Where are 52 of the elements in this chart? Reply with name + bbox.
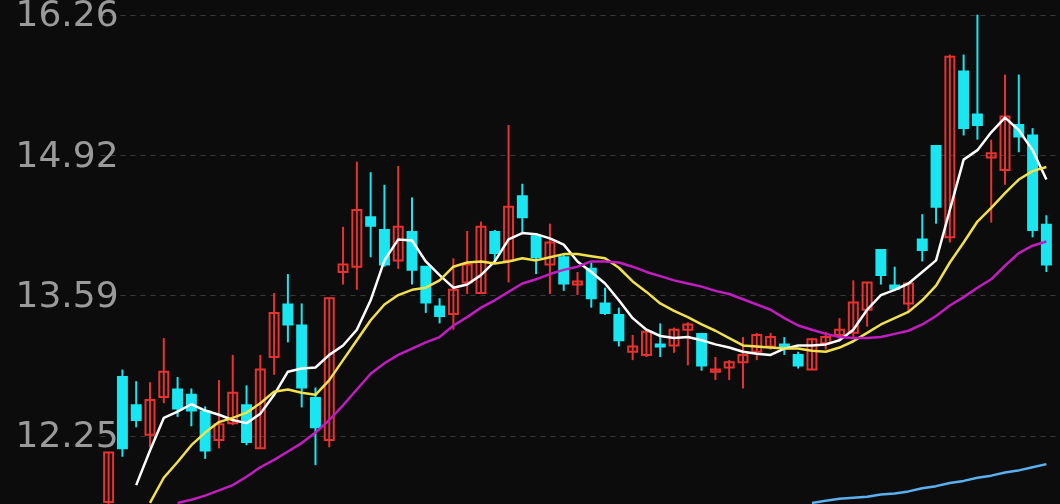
candlestick: [751, 331, 763, 362]
candlestick: [668, 326, 680, 354]
candlestick: [599, 286, 611, 316]
candlestick: [365, 171, 377, 259]
candlestick: [627, 333, 639, 362]
candlestick: [682, 321, 694, 367]
candlestick: [268, 291, 280, 376]
candlestick: [475, 220, 487, 294]
candlestick: [144, 381, 156, 449]
line-series: [148, 165, 1048, 504]
candlestick: [503, 123, 515, 284]
candlestick: [213, 379, 225, 450]
y-tick-label: 16.26: [15, 0, 119, 35]
candlestick: [461, 230, 473, 295]
candlestick: [709, 356, 721, 382]
candlestick: [434, 297, 446, 325]
y-tick-label: 13.59: [15, 273, 119, 315]
candlestick: [392, 164, 404, 270]
candlestick: [158, 337, 170, 405]
candlestick: [544, 222, 556, 295]
candlestick: [227, 353, 239, 427]
candlestick: [516, 182, 528, 235]
candlestick: [530, 235, 542, 276]
line-series: [134, 116, 1048, 487]
candlestick: [806, 337, 818, 371]
candlestick: [654, 322, 666, 358]
candlestick: [282, 273, 294, 344]
candlestick: [351, 160, 363, 291]
candlestick: [834, 317, 845, 342]
candlestick: [737, 336, 749, 390]
line-series: [176, 240, 1048, 504]
candlestick: [323, 297, 335, 449]
candlestick: [172, 375, 184, 418]
y-tick-label: 14.92: [15, 133, 119, 175]
candlestick: [916, 213, 928, 263]
candlestick: [254, 353, 266, 450]
candlestick: [944, 53, 956, 244]
candlestick: [572, 270, 583, 297]
candlestick: [723, 359, 735, 382]
candlestick: [447, 257, 459, 331]
candlestick: [971, 13, 983, 141]
candlestick: [985, 138, 997, 224]
candlestick: [861, 281, 873, 328]
candlestick: [103, 451, 115, 504]
line-series: [810, 462, 1048, 504]
candlestick: [337, 225, 349, 286]
candlestick: [640, 330, 652, 358]
candlestick: [999, 73, 1011, 186]
y-tick-label: 12.25: [15, 414, 119, 456]
candlestick: [847, 279, 859, 340]
candlestick: [902, 282, 914, 313]
candlestick: [130, 380, 142, 429]
